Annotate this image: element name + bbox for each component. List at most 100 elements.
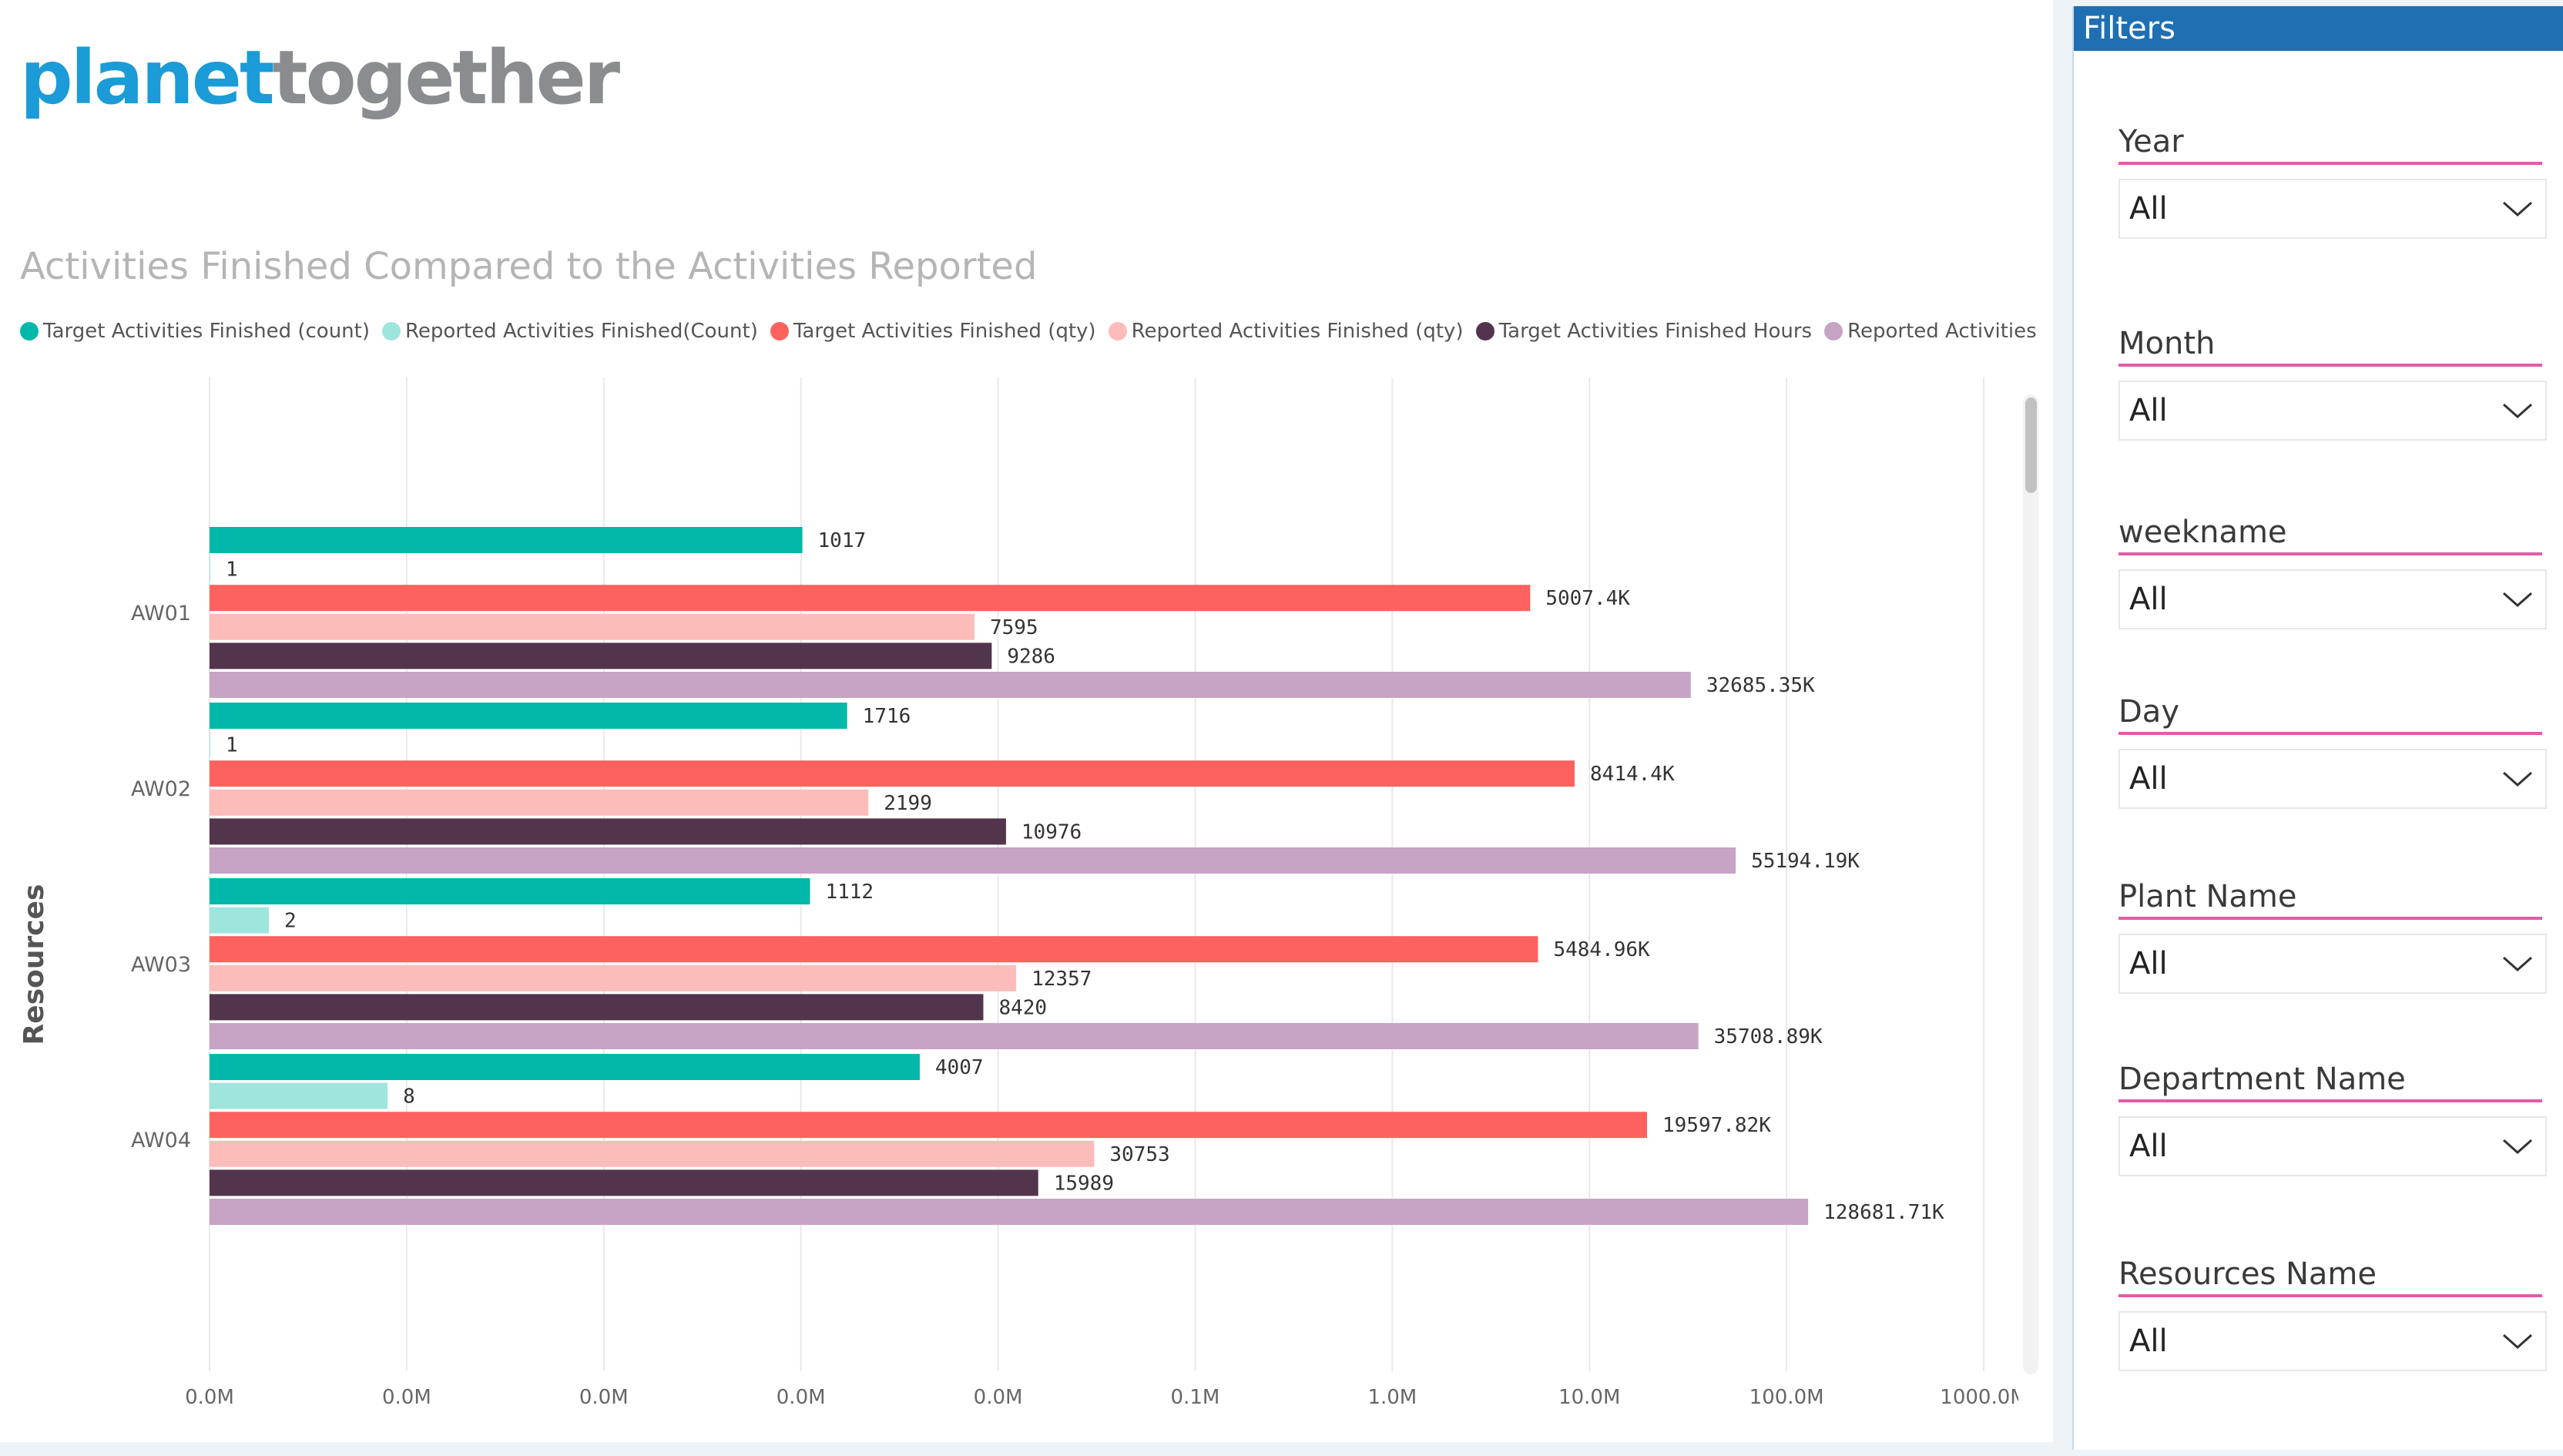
bar[interactable] (210, 1082, 388, 1109)
legend-label: Reported Activities Finished H... (1847, 320, 2038, 343)
legend-label: Target Activities Finished (qty) (793, 320, 1096, 343)
chevron-down-icon[interactable] (2502, 200, 2533, 217)
data-label: 4007 (935, 1056, 984, 1079)
data-label: 1716 (863, 705, 911, 728)
chevron-down-icon[interactable] (2502, 770, 2533, 787)
slicer-dropdown[interactable]: All (2119, 1311, 2547, 1371)
data-label: 2199 (884, 792, 932, 815)
legend-label: Reported Activities Finished(Count) (405, 320, 758, 343)
slicer-label: Day (2119, 692, 2542, 735)
data-label: 1112 (825, 881, 874, 904)
chevron-down-icon[interactable] (2502, 1333, 2533, 1350)
bar[interactable] (210, 847, 1736, 874)
legend-marker-icon (770, 322, 789, 341)
data-label: 2 (284, 910, 297, 933)
x-tick-label: 0.0M (777, 1386, 826, 1409)
slicer-value: All (2129, 393, 2168, 428)
bar[interactable] (210, 818, 1006, 845)
slicer-value: All (2129, 1129, 2168, 1164)
logo-part-together: together (272, 35, 620, 121)
data-label: 19597.82K (1662, 1114, 1771, 1137)
bar[interactable] (210, 527, 803, 553)
legend-item[interactable]: Reported Activities Finished H... (1824, 320, 2038, 343)
data-label: 8414.4K (1590, 763, 1675, 786)
bar[interactable] (210, 1112, 1647, 1139)
bar[interactable] (210, 703, 847, 729)
slicer-value: All (2129, 1323, 2168, 1359)
bar[interactable] (210, 1140, 1095, 1167)
slicer-value: All (2129, 191, 2168, 226)
chart-title: Activities Finished Compared to the Acti… (20, 245, 1038, 288)
bar[interactable] (210, 1169, 1038, 1196)
legend-item[interactable]: Target Activities Finished (count) (20, 320, 370, 343)
slicer-label: weekname (2119, 512, 2542, 555)
bar[interactable] (210, 907, 270, 934)
x-tick-label: 0.0M (382, 1386, 431, 1409)
slicer-label: Month (2119, 324, 2542, 367)
legend-marker-icon (1824, 322, 1843, 341)
chevron-down-icon[interactable] (2502, 402, 2533, 419)
slicer-dropdown[interactable]: All (2119, 569, 2547, 629)
chart-scrollbar[interactable] (2023, 394, 2038, 1374)
legend-item[interactable]: Target Activities Finished (qty) (770, 320, 1096, 343)
slicer-dropdown[interactable]: All (2119, 179, 2547, 239)
chart-legend[interactable]: Target Activities Finished (count) Report… (20, 316, 2038, 347)
legend-item[interactable]: Target Activities Finished Hours (1475, 320, 1813, 343)
category-label: AW02 (131, 777, 191, 801)
bar[interactable] (210, 585, 1531, 612)
bar[interactable] (210, 613, 975, 640)
bar[interactable] (210, 789, 869, 816)
bar[interactable] (210, 936, 1538, 963)
bar[interactable] (210, 878, 810, 904)
slicer-label: Resources Name (2119, 1254, 2542, 1297)
planettogether-logo: planettogether (20, 35, 620, 121)
chevron-down-icon[interactable] (2502, 955, 2533, 972)
legend-marker-icon (1108, 322, 1127, 341)
x-tick-label: 0.1M (1171, 1386, 1220, 1409)
data-label: 35708.89K (1714, 1025, 1823, 1048)
legend-item[interactable]: Reported Activities Finished(Count) (382, 320, 758, 343)
slicer-resources-name: Resources Name All (2119, 1254, 2550, 1371)
bar[interactable] (210, 1054, 920, 1080)
legend-marker-icon (382, 322, 401, 341)
bar-chart[interactable]: 0.0M 0.0M 0.0M 0.0M 0.0M 0.1M 1.0M 10.0M 100.0M 1… (0, 362, 2018, 1425)
slicer-day: Day All (2119, 692, 2550, 809)
slicer-label: Year (2119, 122, 2542, 165)
data-label: 9286 (1007, 645, 1055, 668)
x-tick-label: 1000.0M (1940, 1386, 2018, 1409)
report-canvas: planettogether Activities Finished Compa… (0, 0, 2053, 1442)
x-tick-label: 0.0M (185, 1386, 234, 1409)
slicer-dropdown[interactable]: All (2119, 1116, 2547, 1176)
logo-part-planet: planet (20, 35, 275, 121)
slicer-label: Plant Name (2119, 877, 2542, 920)
chart-scrollbar-thumb[interactable] (2025, 398, 2037, 493)
x-tick-label: 1.0M (1367, 1386, 1417, 1409)
slicer-dropdown[interactable]: All (2119, 934, 2547, 994)
legend-label: Target Activities Finished Hours (1498, 320, 1813, 343)
bar[interactable] (210, 1199, 1809, 1225)
y-axis-title: Resources (18, 884, 50, 1045)
chevron-down-icon[interactable] (2502, 591, 2533, 608)
data-label: 128681.71K (1823, 1201, 1944, 1224)
data-label: 15989 (1054, 1172, 1114, 1195)
bar[interactable] (210, 642, 992, 669)
bar[interactable] (210, 760, 1575, 787)
bar[interactable] (210, 672, 1691, 698)
bar[interactable] (210, 965, 1017, 991)
bar[interactable] (210, 994, 984, 1021)
data-label: 30753 (1109, 1143, 1169, 1166)
slicer-dropdown[interactable]: All (2119, 749, 2547, 809)
data-label: 32685.35K (1706, 674, 1815, 697)
bar[interactable] (210, 1023, 1699, 1049)
chevron-down-icon[interactable] (2502, 1138, 2533, 1155)
slicer-dropdown[interactable]: All (2119, 381, 2547, 441)
legend-item[interactable]: Reported Activities Finished (qty) (1108, 320, 1464, 343)
data-label: 5007.4K (1545, 587, 1630, 610)
filters-pane: Filters Year All Month All weekname All Day All… (2072, 6, 2563, 1450)
slicer-value: All (2129, 761, 2168, 797)
legend-label: Target Activities Finished (count) (43, 320, 370, 343)
data-label: 12357 (1032, 968, 1092, 991)
slicer-year: Year All (2119, 122, 2550, 239)
legend-marker-icon (1475, 322, 1495, 341)
